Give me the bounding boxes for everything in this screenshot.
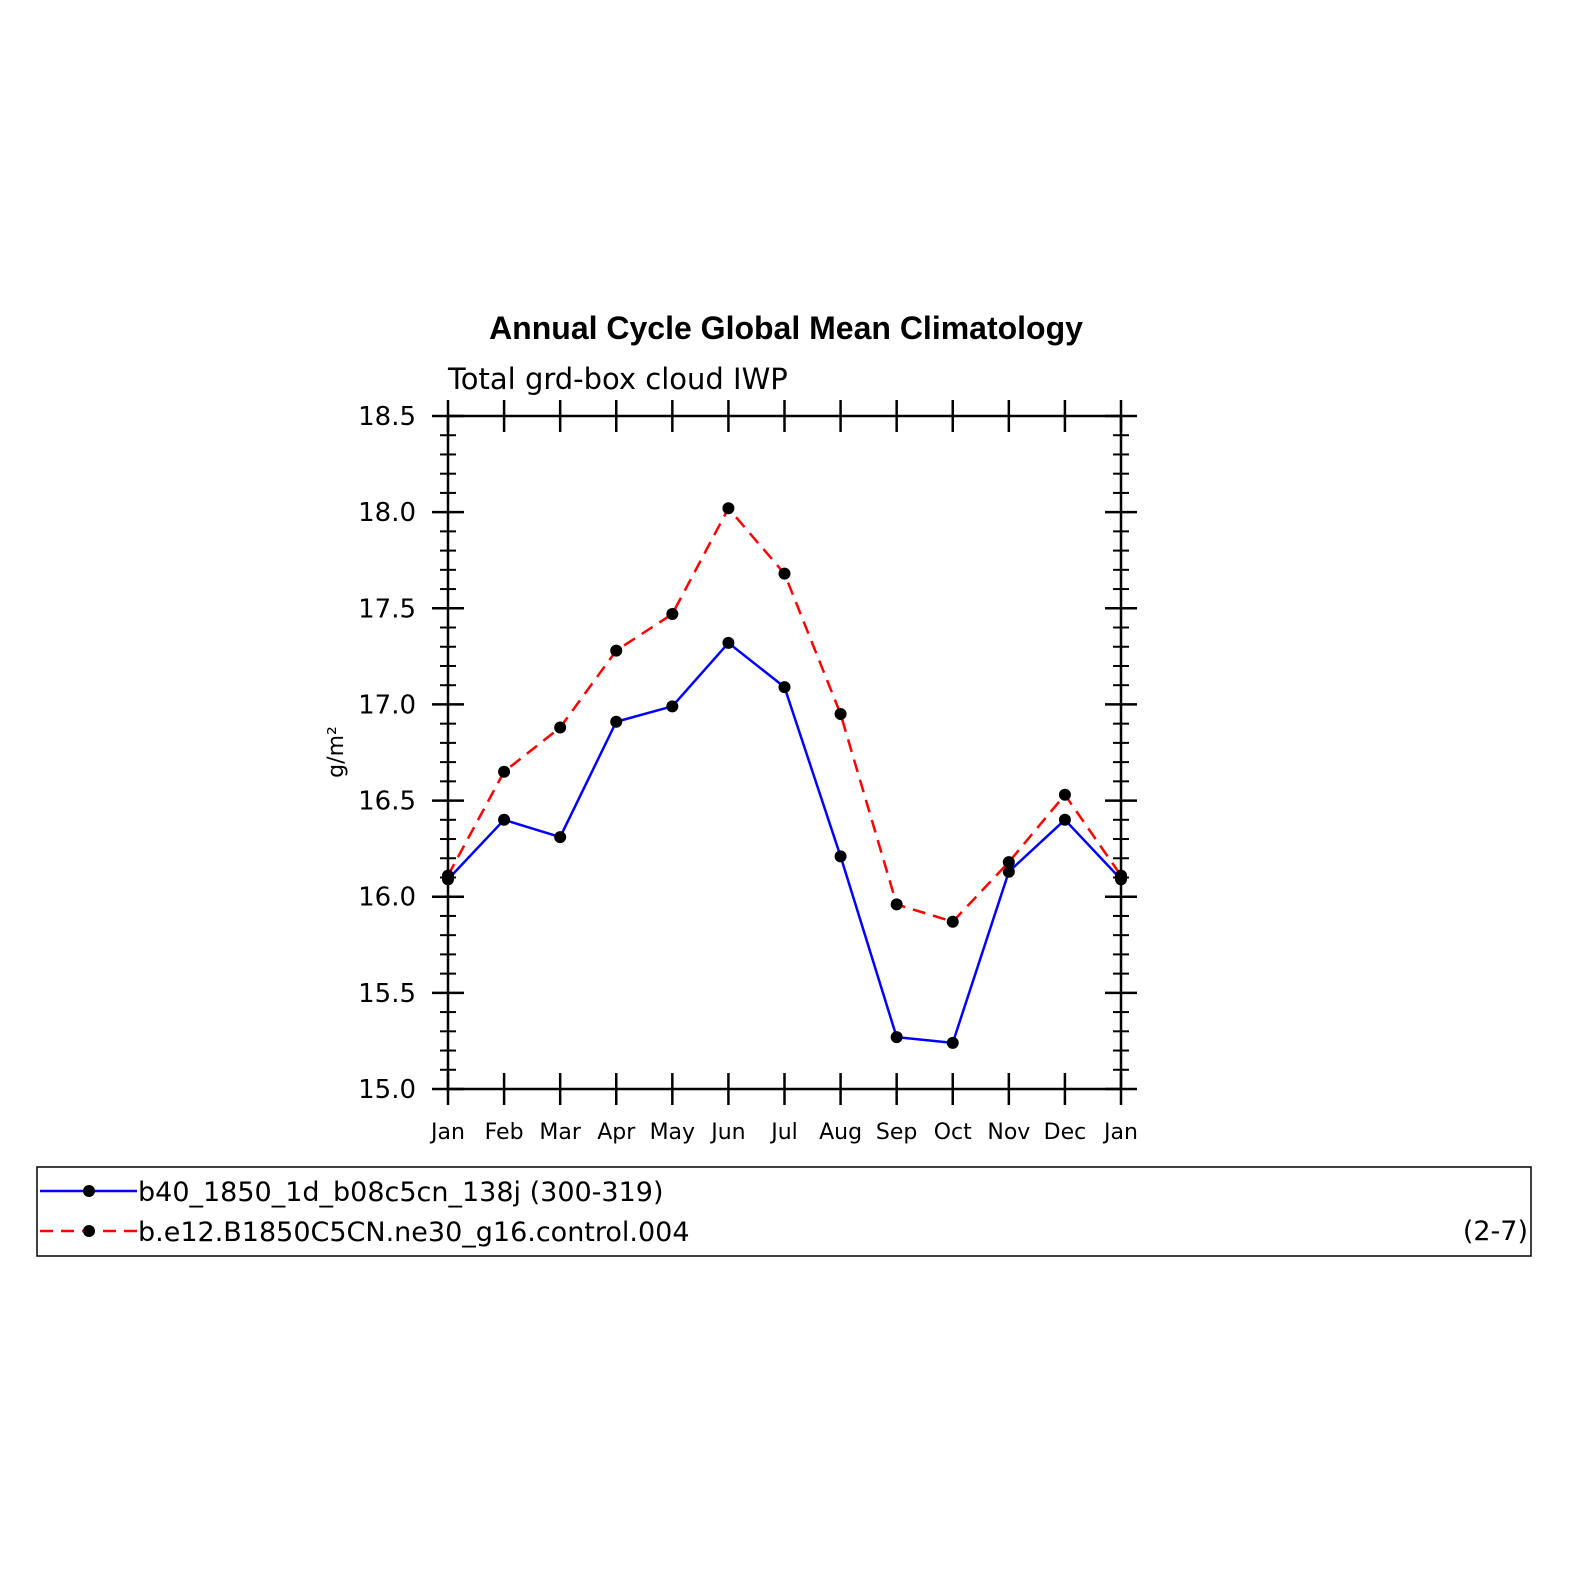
legend-label-1: b40_1850_1d_b08c5cn_138j (300-319) [138,1177,664,1208]
legend-box [36,1166,1532,1257]
data-point [498,813,511,826]
legend-marker-1 [83,1185,95,1197]
legend-label-2: b.e12.B1850C5CN.ne30_g16.control.004 [138,1217,690,1248]
x-tick-label: Sep [876,1120,917,1145]
x-tick-label: Feb [485,1120,524,1145]
x-tick-label: Mar [539,1120,581,1145]
data-point [554,721,567,734]
data-point [1058,788,1071,801]
data-point [554,831,567,844]
x-tick-label: Jul [769,1120,798,1145]
data-point [610,715,623,728]
series-2 [442,502,1127,928]
chart-title: Annual Cycle Global Mean Climatology [489,310,1083,346]
data-point [666,608,679,621]
data-point [1058,813,1071,826]
data-point [834,708,847,721]
x-tick-label: Jun [709,1120,745,1145]
data-point [610,644,623,657]
x-tick-label: Apr [597,1120,636,1145]
x-tick-label: Jan [1102,1120,1138,1145]
panel-label: (2-7) [1463,1216,1528,1247]
y-tick-label: 18.5 [358,402,416,432]
plot-series [442,502,1127,1049]
y-tick-label: 16.0 [358,883,416,913]
y-tick-label: 17.5 [358,594,416,624]
data-point [722,636,735,649]
y-tick-label: 18.0 [358,498,416,528]
data-point [778,567,791,580]
x-tick-label: Aug [819,1120,862,1145]
y-tick-label: 15.0 [358,1075,416,1105]
x-tick-label: Oct [934,1120,972,1145]
data-point [442,869,454,882]
series-line [447,641,1122,1045]
legend-marker-2 [83,1225,95,1237]
y-tick-label: 17.0 [358,690,416,720]
data-point [1002,865,1015,878]
x-tick-label: May [650,1120,695,1145]
data-point [890,898,903,911]
data-point [1002,856,1015,869]
data-point [498,765,511,778]
x-tick-label: Jan [429,1120,465,1145]
data-point [890,1031,903,1044]
y-axis-label: g/m² [324,726,349,778]
x-tick-label: Nov [987,1120,1030,1145]
data-point [946,1036,959,1049]
plot-frame [446,414,1123,1091]
data-point [666,700,679,713]
axes: 15.0 15.5 16.0 16.5 17.0 17.5 18.0 18.5 Jan Feb Ma… [358,400,1138,1145]
data-point [1115,869,1127,882]
data-point [778,681,791,694]
y-tick-label: 16.5 [358,787,416,817]
data-point [722,502,735,515]
data-point [946,915,959,928]
legend: b40_1850_1d_b08c5cn_138j (300-319) b.e12.… [36,1166,1532,1257]
chart-subtitle: Total grd-box cloud IWP [447,362,788,396]
data-point [834,850,847,863]
y-tick-label: 15.5 [358,979,416,1009]
x-tick-label: Dec [1044,1120,1087,1145]
